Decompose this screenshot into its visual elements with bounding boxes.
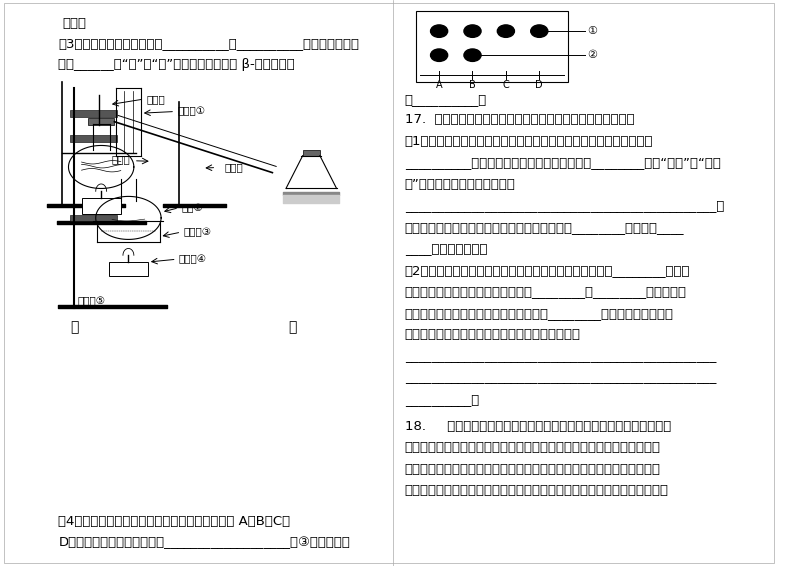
Text: 18.     番茄红素主要存在于茄科植物西红柿的成熟果实中的一种天然色: 18. 番茄红素主要存在于茄科植物西红柿的成熟果实中的一种天然色 [405, 420, 671, 433]
Text: _______________________________________________: ________________________________________… [405, 371, 716, 384]
Text: 可溶于乙醚、石油醚，易溶于氯仳、苯等有机溶剂，是一种很强的抗氧化: 可溶于乙醚、石油醚，易溶于氯仳、苯等有机溶剂，是一种很强的抗氧化 [405, 463, 661, 476]
Text: 素。番茄红素是类胡萝卜素的一种，是脂溶性色素，难溶于甲醇、乙醇，: 素。番茄红素是类胡萝卜素的一种，是脂溶性色素，难溶于甲醇、乙醇， [405, 441, 661, 454]
Text: 17.  根据相关知识，回答胡萝卜素提取和酶应用方面的问题：: 17. 根据相关知识，回答胡萝卜素提取和酶应用方面的问题： [405, 113, 634, 126]
Text: 出水口: 出水口 [224, 162, 243, 172]
Bar [416, 11, 568, 82]
Circle shape [430, 25, 448, 37]
Text: ①: ① [586, 26, 597, 36]
Text: 为该酶能将血红蛋白水解成可溢性的________或________；若要提高: 为该酶能将血红蛋白水解成可溢性的________或________；若要提高 [405, 285, 686, 298]
Text: ____样品作为对照。: ____样品作为对照。 [405, 242, 487, 255]
Text: D四点中，属于茧取样品的是___________________；③代表的物质: D四点中，属于茧取样品的是___________________；③代表的物质 [58, 536, 350, 549]
Text: 试剂。: 试剂。 [62, 17, 86, 30]
Text: 酒精灯④: 酒精灯④ [179, 254, 207, 264]
Text: ②: ② [586, 50, 597, 60]
Text: （2）若要提高衣物上血渍的去除效果，可在洗衣粉中加入________酶，因: （2）若要提高衣物上血渍的去除效果，可在洗衣粉中加入________酶，因 [405, 264, 690, 277]
Text: 甲: 甲 [70, 320, 78, 334]
Text: 鉴定茧取物中是否含有胡萝卜素时，通常可采用________法，并以____: 鉴定茧取物中是否含有胡萝卜素时，通常可采用________法，并以____ [405, 221, 684, 234]
Text: _______________________________________________: ________________________________________… [405, 350, 716, 363]
Text: 冷凝管①: 冷凝管① [178, 106, 206, 117]
Text: 剂，具有极强的清除自由基的能力。科学证明，它可以有效的防治因衰老，: 剂，具有极强的清除自由基的能力。科学证明，它可以有效的防治因衰老， [405, 484, 669, 498]
Circle shape [498, 25, 514, 37]
Bar [82, 198, 121, 214]
Text: 合”）胡萝卜素的提取，原因是: 合”）胡萝卜素的提取，原因是 [405, 178, 515, 191]
Text: 置，______（“甲”或“乙”）更适合用于提取 β-胡萝卜素。: 置，______（“甲”或“乙”）更适合用于提取 β-胡萝卜素。 [58, 58, 295, 71]
Bar [302, 150, 320, 156]
Text: （3）茧取的效率主要取决于__________和__________。如下图所示装: （3）茧取的效率主要取决于__________和__________。如下图所示… [58, 37, 359, 50]
Bar [88, 118, 114, 125]
Text: 水浴锅③: 水浴锅③ [184, 227, 212, 237]
Text: 进水口: 进水口 [111, 155, 130, 165]
Text: _______________________________________________；: ________________________________________… [405, 199, 724, 212]
Text: B: B [469, 80, 476, 91]
Text: 鐵架台⑤: 鐵架台⑤ [78, 296, 106, 306]
Circle shape [430, 49, 448, 62]
Circle shape [464, 25, 481, 37]
Bar [109, 262, 148, 276]
Text: 衣物上油渍的去除效果，洗衣粉中可添加________酶；使用加酶洗衣粉: 衣物上油渍的去除效果，洗衣粉中可添加________酶；使用加酶洗衣粉 [405, 307, 674, 320]
Text: 时，水温过低或过高时洗涤效果不好的原因分别是: 时，水温过低或过高时洗涤效果不好的原因分别是 [405, 328, 581, 341]
Text: C: C [502, 80, 510, 91]
Text: 是__________。: 是__________。 [405, 93, 487, 106]
Text: __________。: __________。 [405, 393, 479, 406]
Text: （1）从胡萝卜中提取胡萝卜素时，通常在茧取前需要将胡萝卜粉碎和: （1）从胡萝卜中提取胡萝卜素时，通常在茧取前需要将胡萝卜粉碎和 [405, 135, 653, 148]
Text: __________，以提高茧取效率；水蔚气蒸馏法________（填“适合”或“不适: __________，以提高茧取效率；水蔚气蒸馏法________（填“适合”或… [405, 156, 721, 169]
Circle shape [530, 25, 548, 37]
Bar [70, 110, 117, 117]
Text: （4）下图为胡萝卜素的纸层析结果示意图，其中 A、B、C、: （4）下图为胡萝卜素的纸层析结果示意图，其中 A、B、C、 [58, 515, 290, 528]
Circle shape [464, 49, 481, 62]
Text: 烧瓶②: 烧瓶② [182, 203, 203, 213]
Bar [70, 135, 117, 142]
Bar [70, 215, 117, 221]
Text: D: D [535, 80, 543, 91]
Text: 乙: 乙 [288, 320, 296, 334]
Text: 温度计: 温度计 [146, 94, 165, 104]
Text: A: A [436, 80, 442, 91]
